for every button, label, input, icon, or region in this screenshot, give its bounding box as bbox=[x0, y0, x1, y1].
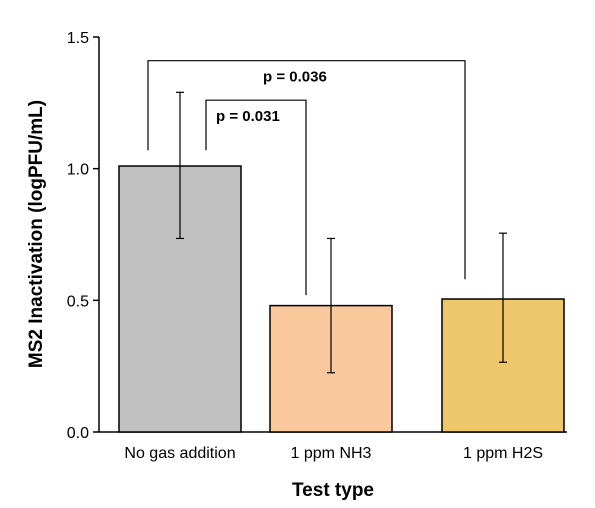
y-tick-label: 0.0 bbox=[67, 425, 89, 442]
significance-bracket bbox=[147, 60, 466, 280]
y-tick-label: 0.5 bbox=[67, 293, 89, 310]
y-tick-label: 1.5 bbox=[67, 30, 89, 47]
significance-brackets: p = 0.031 p = 0.036 bbox=[147, 60, 466, 296]
x-tick-label: 1 ppm H2S bbox=[463, 445, 543, 462]
y-axis-label: MS2 Inactivation (logPFU/mL) bbox=[26, 100, 47, 368]
significance-label: p = 0.031 bbox=[216, 108, 280, 125]
x-tick-label: 1 ppm NH3 bbox=[291, 445, 372, 462]
y-tick-label: 1.0 bbox=[67, 162, 89, 179]
x-axis-label: Test type bbox=[292, 480, 374, 501]
significance-bracket bbox=[205, 99, 307, 296]
y-ticks: 0.0 0.5 1.0 1.5 bbox=[67, 30, 99, 442]
plot-area: 0.0 0.5 1.0 1.5 No gas addition 1 ppm NH3 1 p… bbox=[67, 30, 567, 462]
x-tick-labels: No gas addition 1 ppm NH3 1 ppm H2S bbox=[124, 445, 543, 462]
error-bars bbox=[176, 91, 507, 374]
x-tick-label: No gas addition bbox=[124, 445, 235, 462]
bars bbox=[118, 165, 565, 433]
significance-label: p = 0.036 bbox=[263, 69, 327, 86]
